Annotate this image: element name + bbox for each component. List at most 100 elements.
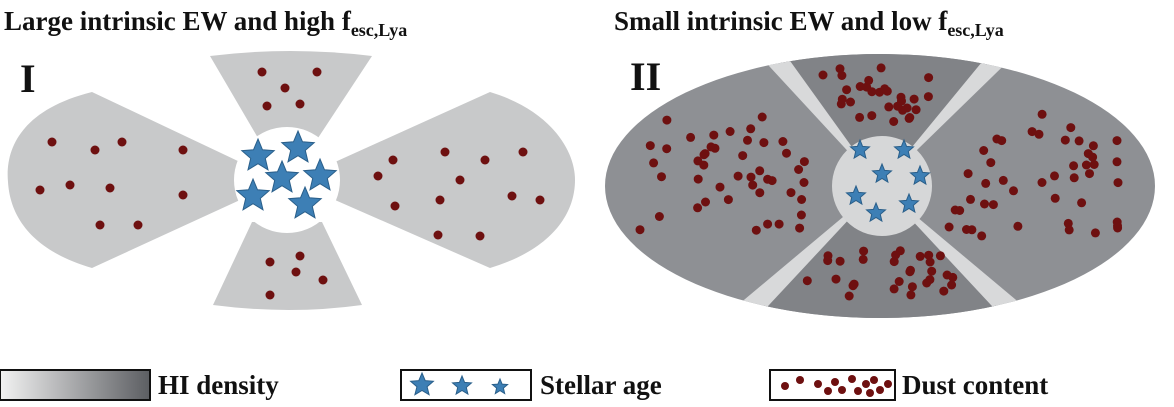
dust-dot [980,199,989,209]
dust-dot [884,102,894,112]
dust-dot [95,220,105,230]
dust-dot [759,138,769,148]
dust-dot [835,64,845,74]
star [849,138,871,160]
dust-dot [178,190,188,200]
dust-dot [795,223,805,233]
dust-dot [1027,127,1037,137]
dust-dot [654,212,664,221]
dust-dot [855,82,865,91]
dust-dot [924,250,934,260]
dust-dot [864,75,874,85]
dust-dot [997,136,1007,146]
dust-dot [944,222,954,232]
star [865,201,887,223]
dust-dot [977,231,987,241]
dust-dot [480,155,490,165]
dust-dot [435,195,445,205]
dust-dot [911,105,921,115]
decorations [35,63,1123,397]
dust-dot [265,290,275,300]
title-text: Small intrinsic EW and low f [614,6,948,36]
dust-dot [1088,152,1098,162]
dust-dot [1060,135,1070,145]
dust-dot [723,195,733,205]
dust-dot [178,145,188,155]
dust-dot [799,178,809,187]
star [871,162,893,184]
dust-dot [746,172,756,182]
dust-dot [818,70,828,80]
dust-dot [693,174,703,184]
dust-dot [748,180,758,190]
dust-dot [433,230,443,240]
dust-dot [786,188,796,198]
dust-dot [1074,136,1084,146]
dust-dot [823,251,833,261]
dust-dot [105,183,115,193]
dust-dot [925,257,935,267]
panel-title: Small intrinsic EW and low fesc,Lya [614,6,1004,40]
dust-dot [824,387,832,395]
legend-label: HI density [158,370,279,400]
dust-dot [35,185,45,195]
dust-dot [90,145,100,155]
dust-dot [1113,178,1123,188]
dust-dot [905,113,915,122]
dust-dot [998,175,1008,185]
panel-one [7,51,575,310]
dust-dot [867,111,877,121]
dust-dot [880,84,890,94]
star [451,374,473,396]
dust-dot [846,97,855,107]
title-subscript: esc,Lya [947,20,1004,40]
dust-dot [280,83,290,93]
dust-dot [1037,109,1047,119]
dust-dot [455,175,465,185]
dust-dot [923,92,933,102]
dust-dot [1050,193,1060,203]
star [302,157,338,191]
dust-dot [979,146,989,155]
dust-dot [966,194,975,204]
dust-dot [262,101,272,111]
dust-dot [981,178,991,188]
dust-dot [757,112,767,122]
dust-dot [876,63,886,73]
dust-dot [939,286,949,296]
dust-dot [844,291,854,301]
dust-dot [693,203,703,213]
dust-dot [848,281,858,291]
dust-dot [774,219,784,229]
dust-dot [1009,186,1018,196]
legend-label: Stellar age [540,370,662,400]
dust-dot [924,73,934,83]
dust-dot [701,197,710,207]
dust-dot [858,254,868,264]
legend-gradient [0,369,151,401]
dust-dot [855,112,865,122]
hi-lobe [210,51,372,138]
dust-dot [733,171,743,181]
dust-dot [318,275,328,285]
dust-dot [1088,141,1098,151]
dust-dot [507,191,517,201]
legend-label: Dust content [902,370,1048,400]
star [898,192,920,214]
dust-dot [889,117,899,126]
title-subscript: esc,Lya [351,20,408,40]
dust-dot [743,135,752,145]
panel-label: II [630,54,661,99]
dust-dot [909,94,919,104]
dust-dot [693,156,703,166]
dust-dot [645,141,655,151]
dust-dot [65,180,75,190]
dust-dot [870,376,878,384]
dust-dot [814,380,822,388]
dust-dot [942,270,952,280]
dust-dot [117,137,127,147]
dust-dot [963,169,973,179]
dust-dot [1112,217,1122,227]
dust-dot [838,386,846,394]
